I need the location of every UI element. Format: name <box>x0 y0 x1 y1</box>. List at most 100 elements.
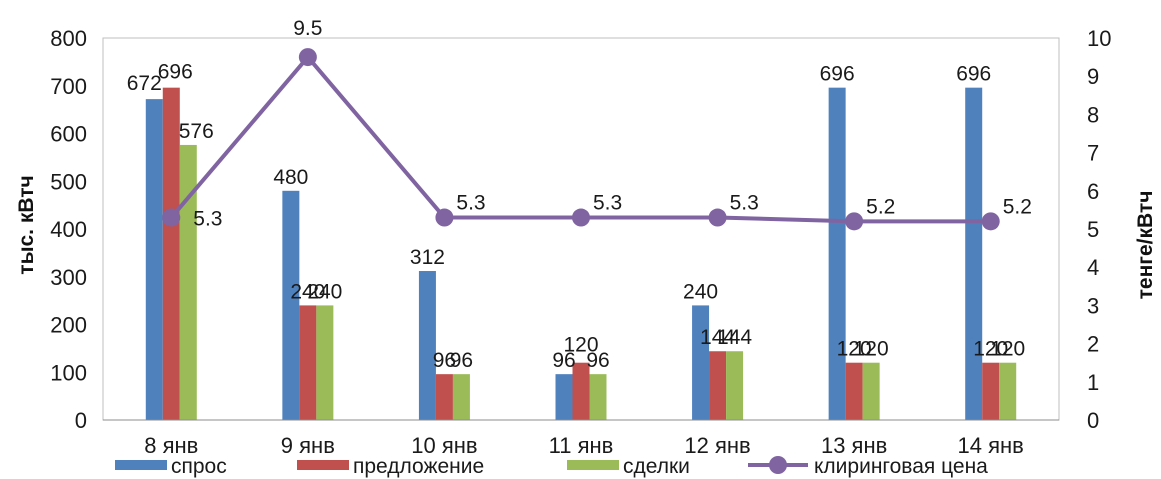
bar-сделки <box>179 144 197 420</box>
axes <box>102 37 1060 421</box>
bar-сделки <box>726 351 744 420</box>
data-label-предложение: 120 <box>837 338 872 361</box>
y2-tick-label: 0 <box>1087 408 1099 433</box>
legend-label-клиринговая цена: клиринговая цена <box>814 455 988 478</box>
y-tick-label: 700 <box>50 74 87 99</box>
x-tick-label: 14 янв <box>958 433 1024 458</box>
y2-tick-label: 9 <box>1087 64 1099 89</box>
legend-swatch-спрос <box>115 460 167 470</box>
data-label-сделки: 120 <box>854 338 889 361</box>
y2-tick-label: 10 <box>1087 26 1111 51</box>
price-point <box>572 208 590 227</box>
y2-tick-label: 7 <box>1087 141 1099 166</box>
data-label-price: 5.3 <box>730 192 759 215</box>
y-tick-label: 400 <box>50 217 87 242</box>
price-point <box>981 212 1000 231</box>
bar-сделки <box>862 362 880 420</box>
y2-tick-label: 5 <box>1087 217 1099 242</box>
price-line <box>162 48 1000 231</box>
y2-tick-label: 4 <box>1087 255 1099 280</box>
data-label-спрос: 696 <box>956 63 991 86</box>
bar-сделки <box>999 362 1017 420</box>
y2-tick-label: 2 <box>1087 332 1099 357</box>
data-label-предложение: 240 <box>290 280 325 303</box>
legend-swatch-сделки <box>567 460 619 470</box>
data-label-предложение: 696 <box>158 61 193 84</box>
data-label-сделки: 120 <box>990 338 1025 361</box>
data-label-спрос: 240 <box>683 280 718 303</box>
legend-label-спрос: спрос <box>171 455 227 478</box>
bars <box>145 87 1017 421</box>
data-label-спрос: 312 <box>410 246 445 269</box>
y-tick-label: 0 <box>75 408 87 433</box>
data-label-сделки: 240 <box>307 280 342 303</box>
y-tick-label: 600 <box>50 122 87 147</box>
price-point <box>162 208 181 227</box>
y-tick-label: 300 <box>50 265 87 290</box>
y-tick-label: 800 <box>50 26 87 51</box>
bar-спрос <box>418 271 436 420</box>
bar-предложение <box>162 87 180 420</box>
data-label-price: 5.3 <box>456 192 485 215</box>
legend-label-предложение: предложение <box>353 455 484 478</box>
data-label-предложение: 120 <box>973 338 1008 361</box>
price-point <box>708 208 727 227</box>
y2-tick-label: 1 <box>1087 370 1099 395</box>
tick-labels: 0 100 200 300 400 500 600 700 800 0 1 2 3 4 5 6 7 8 9 10 8 я… <box>50 26 1111 458</box>
data-label-сделки: 96 <box>586 349 609 372</box>
bar-спрос <box>145 99 163 421</box>
legend-swatch-предложение <box>297 460 349 470</box>
y2-axis-title: тенге/кВтч <box>1134 191 1157 300</box>
y-tick-label: 100 <box>50 360 87 385</box>
bar-сделки <box>452 374 470 420</box>
data-label-price: 5.3 <box>593 192 622 215</box>
data-label-спрос: 696 <box>820 63 855 86</box>
data-label-price: 5.3 <box>193 208 222 231</box>
bar-спрос <box>282 190 300 420</box>
price-point <box>435 208 454 227</box>
data-label-price: 5.2 <box>1003 195 1032 218</box>
bar-предложение <box>982 362 1000 420</box>
legend: спрос предложение сделки клиринговая цена <box>115 455 988 478</box>
x-tick-label: 8 янв <box>144 433 198 458</box>
data-label-сделки: 96 <box>450 349 473 372</box>
price-point <box>845 212 864 231</box>
x-tick-label: 11 янв <box>549 433 614 458</box>
y-axis-title: тыс. кВтч <box>15 175 38 274</box>
data-label-price: 9.5 <box>293 17 322 40</box>
x-tick-label: 13 янв <box>821 433 887 458</box>
y2-tick-label: 6 <box>1087 179 1099 204</box>
legend-swatch-marker <box>769 456 787 474</box>
bar-сделки <box>316 305 334 420</box>
data-label-спрос: 96 <box>552 349 575 372</box>
data-label-спрос: 672 <box>127 72 162 95</box>
bar-спрос <box>965 87 983 420</box>
price-point <box>298 48 317 67</box>
x-tick-label: 10 янв <box>411 433 477 458</box>
bar-предложение <box>572 362 590 420</box>
data-label-предложение: 144 <box>700 326 735 349</box>
data-label-спрос: 480 <box>273 166 308 189</box>
data-label-предложение: 120 <box>563 334 598 357</box>
bar-предложение <box>299 305 317 420</box>
bar-предложение <box>709 351 727 420</box>
data-label-предложение: 96 <box>433 349 456 372</box>
data-label-сделки: 576 <box>179 120 214 143</box>
bar-предложение <box>435 374 453 420</box>
y2-tick-label: 8 <box>1087 102 1099 127</box>
bar-сделки <box>589 374 607 420</box>
y2-tick-label: 3 <box>1087 293 1099 318</box>
legend-label-сделки: сделки <box>623 455 690 478</box>
y-tick-label: 500 <box>50 169 87 194</box>
x-tick-label: 12 янв <box>684 433 750 458</box>
data-label-price: 5.2 <box>866 195 895 218</box>
x-tick-label: 9 янв <box>281 433 335 458</box>
y-tick-label: 200 <box>50 313 87 338</box>
bar-спрос <box>692 305 710 420</box>
data-label-сделки: 144 <box>717 326 752 349</box>
bar-спрос <box>828 87 846 420</box>
bar-предложение <box>845 362 863 420</box>
bar-спрос <box>555 374 573 420</box>
